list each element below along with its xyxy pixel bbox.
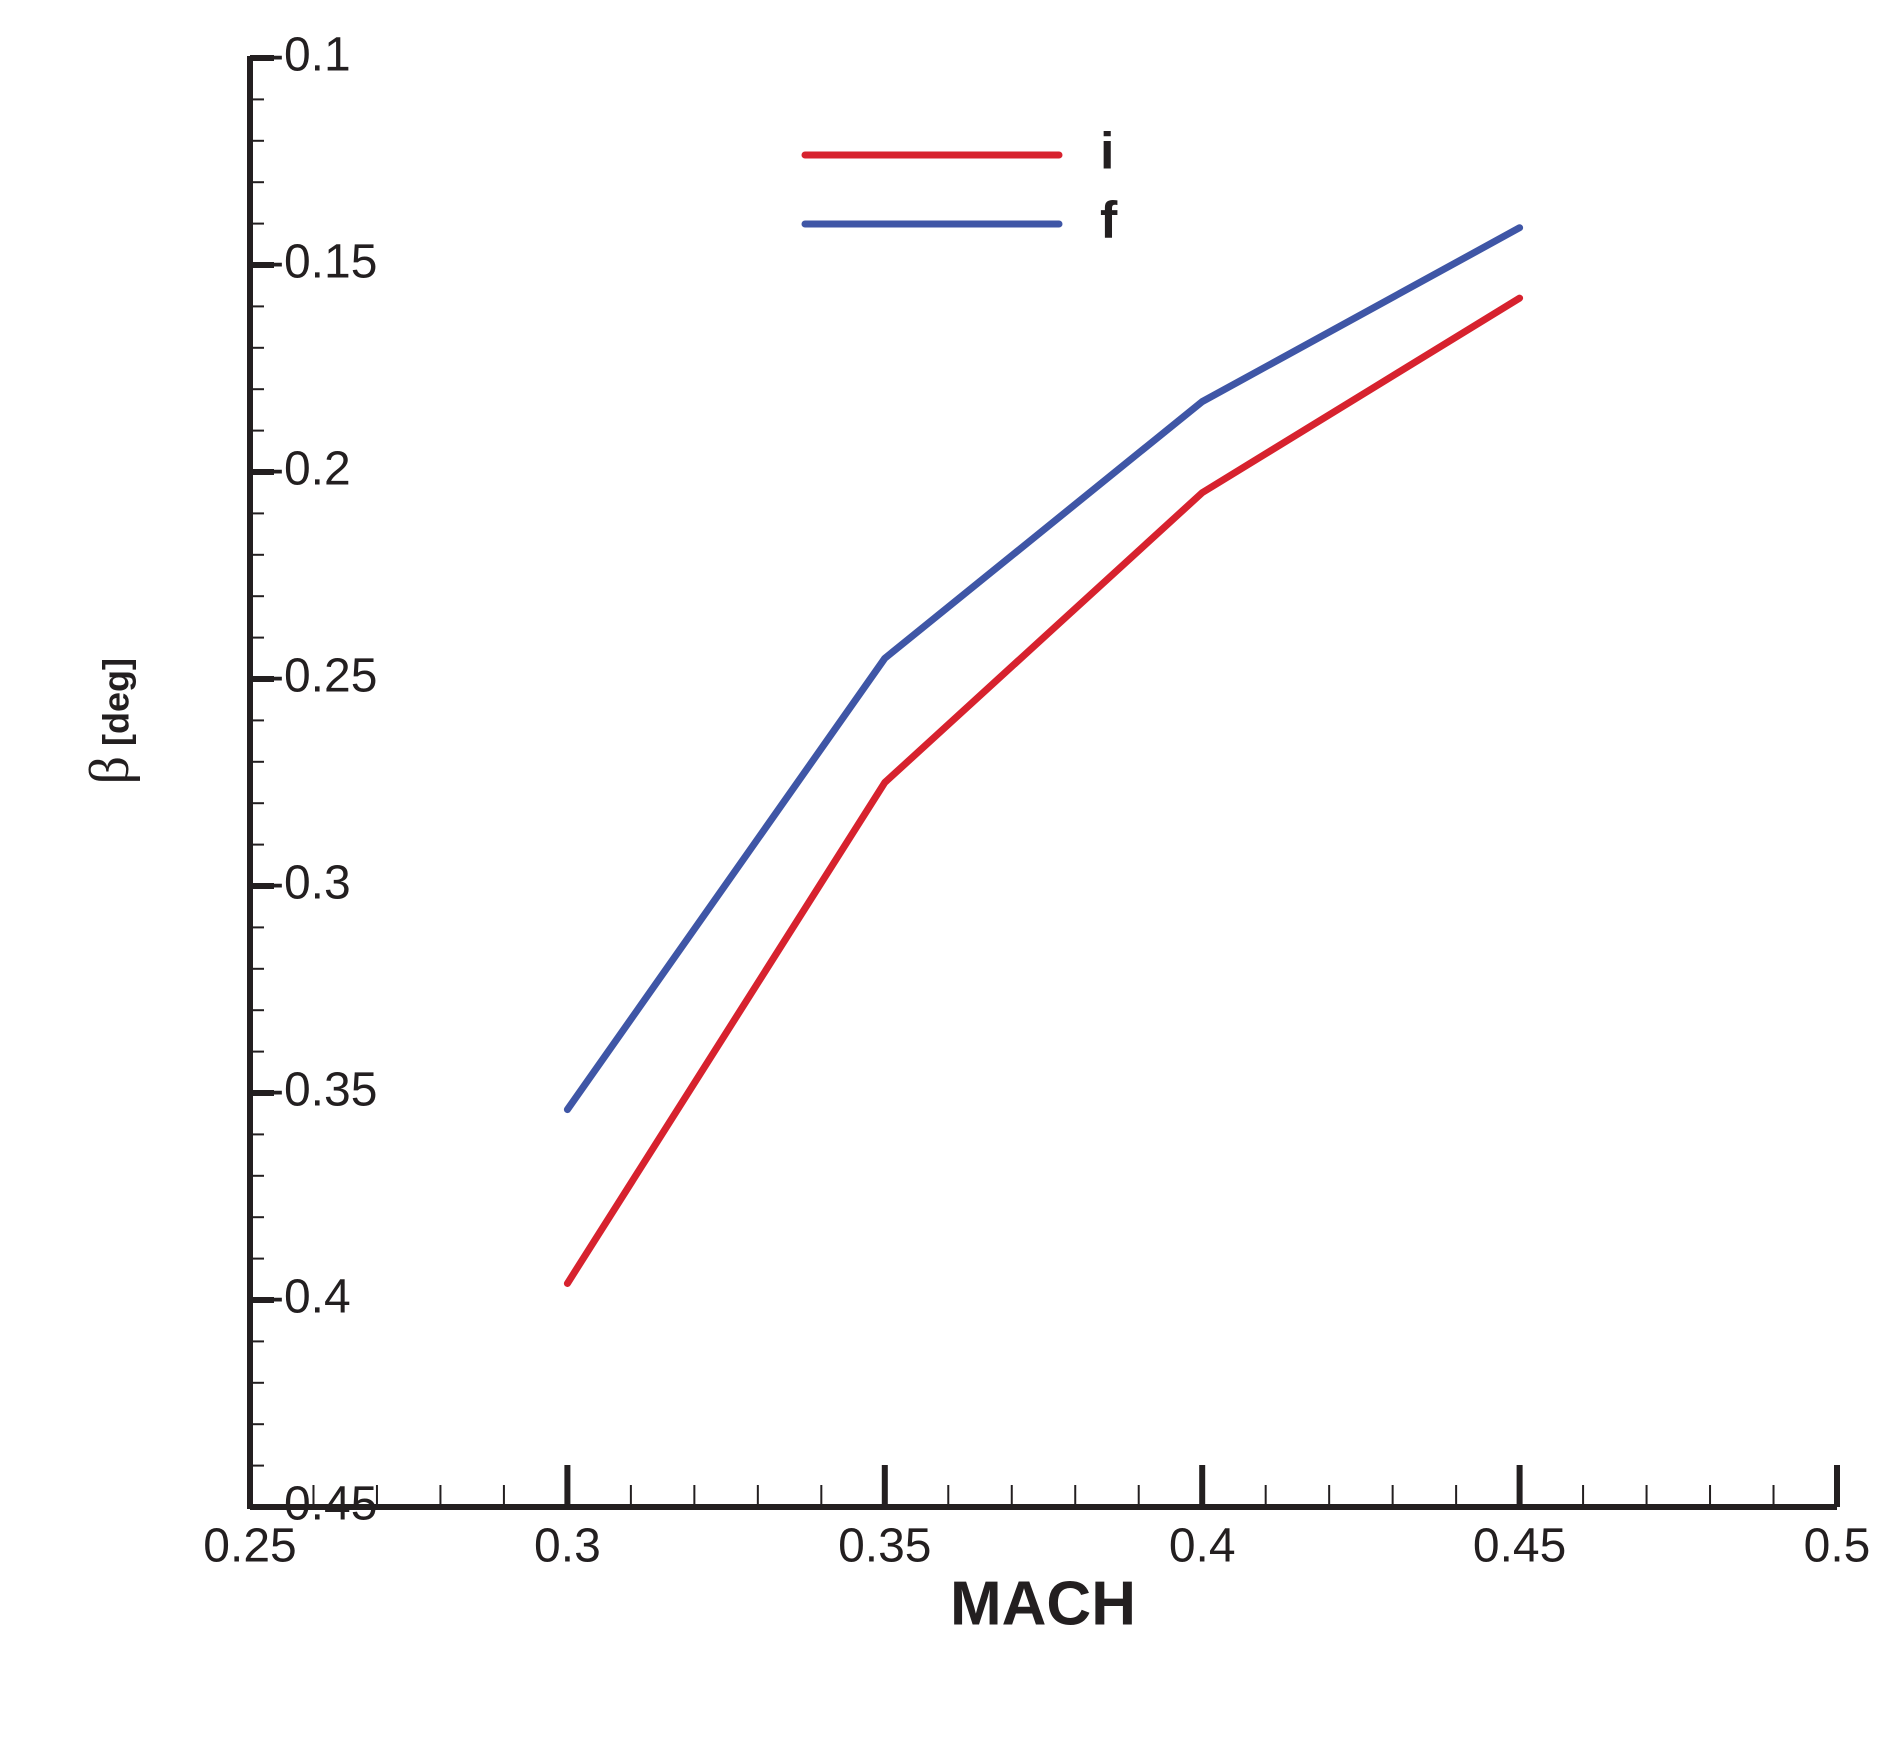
legend-label: i <box>1100 123 1114 181</box>
data-line <box>563 294 1524 1287</box>
x-tick-label: 0.25 <box>203 1520 296 1573</box>
y-axis-label: β <box>79 756 141 785</box>
x-tick-label: 0.5 <box>1804 1520 1871 1573</box>
y-tick-label: -0.35 <box>268 1064 377 1117</box>
y-tick-label: -0.2 <box>268 443 351 496</box>
y-tick-label: -0.25 <box>268 650 377 703</box>
y-axis-unit: [deg] <box>96 658 137 746</box>
data-line <box>563 224 1524 1114</box>
x-axis-label: MACH <box>950 1569 1136 1638</box>
x-tick-label: 0.45 <box>1473 1520 1566 1573</box>
y-tick-label: -0.1 <box>268 29 351 82</box>
legend-label: f <box>1100 192 1118 250</box>
y-tick-label: -0.45 <box>268 1478 377 1531</box>
x-tick-label: 0.35 <box>838 1520 931 1573</box>
y-tick-label: -0.3 <box>268 857 351 910</box>
x-tick-label: 0.3 <box>534 1520 601 1573</box>
x-tick-label: 0.4 <box>1169 1520 1236 1573</box>
y-tick-label: -0.15 <box>268 236 377 289</box>
y-axis-label-group: β [deg] <box>79 658 141 784</box>
y-tick-label: -0.4 <box>268 1271 351 1324</box>
